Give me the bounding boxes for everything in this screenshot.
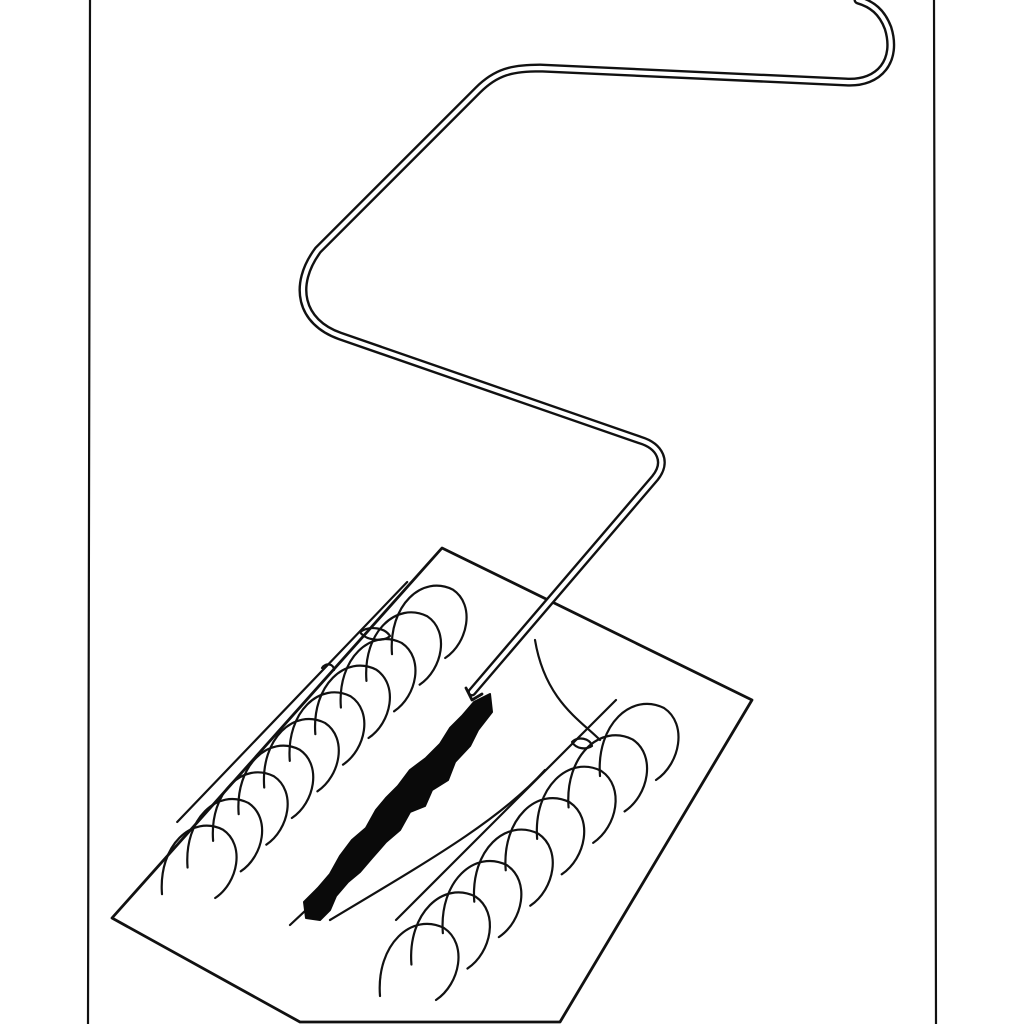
bead-ripple [288, 691, 366, 766]
bead-contour [176, 580, 409, 824]
spatter-blob [570, 737, 594, 750]
electrode-tip [464, 686, 484, 702]
bead-ripple [390, 584, 468, 660]
bead-ripple [262, 717, 340, 793]
bead-ripple [598, 702, 680, 782]
bead-ripple [472, 828, 554, 907]
bead-contour [394, 698, 618, 922]
spatter-blob [320, 663, 336, 672]
weld-seam [303, 693, 493, 921]
bead-ripple [535, 765, 617, 844]
bead-ripple [567, 734, 649, 813]
left-border-line [86, 0, 92, 1024]
bead-ripple [378, 922, 460, 1002]
spatter-blob [358, 626, 392, 641]
bead-ripple [237, 744, 315, 820]
seam-edge-right [533, 638, 602, 742]
welding-wire [300, 0, 893, 695]
welding-wire-outline [298, 0, 896, 697]
bead-ripple [160, 824, 238, 900]
right-weld-bead [378, 698, 680, 1002]
bead-ripple [410, 891, 491, 970]
bead-ripple [365, 611, 443, 686]
bead-ripple [211, 771, 289, 846]
right-border-line [932, 0, 938, 1024]
bead-ripple [339, 637, 417, 713]
left-weld-bead [160, 580, 468, 900]
bead-ripple [441, 859, 523, 939]
bead-ripple [186, 797, 264, 873]
bead-ripple [504, 797, 586, 876]
bead-ripple [314, 664, 391, 740]
